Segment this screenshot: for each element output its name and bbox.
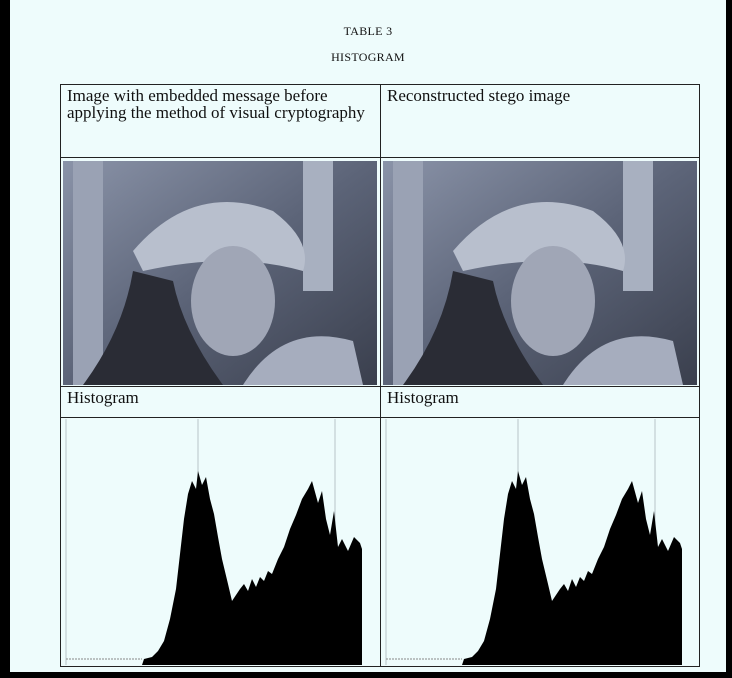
histogram-plot	[66, 419, 362, 665]
page: TABLE 3 HISTOGRAM Image with embedded me…	[10, 0, 726, 672]
histogram-plot	[386, 419, 682, 665]
reconstructed-image	[383, 161, 697, 385]
stego-image	[63, 161, 377, 385]
figures	[10, 0, 726, 672]
screen: TABLE 3 HISTOGRAM Image with embedded me…	[0, 0, 732, 678]
